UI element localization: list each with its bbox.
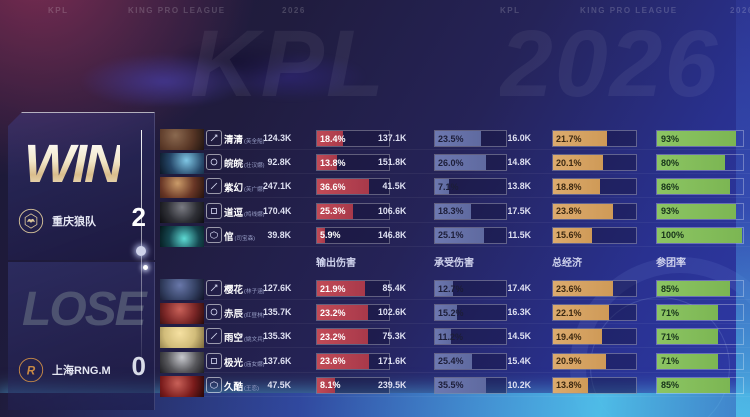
svg-text:R: R	[27, 365, 36, 378]
